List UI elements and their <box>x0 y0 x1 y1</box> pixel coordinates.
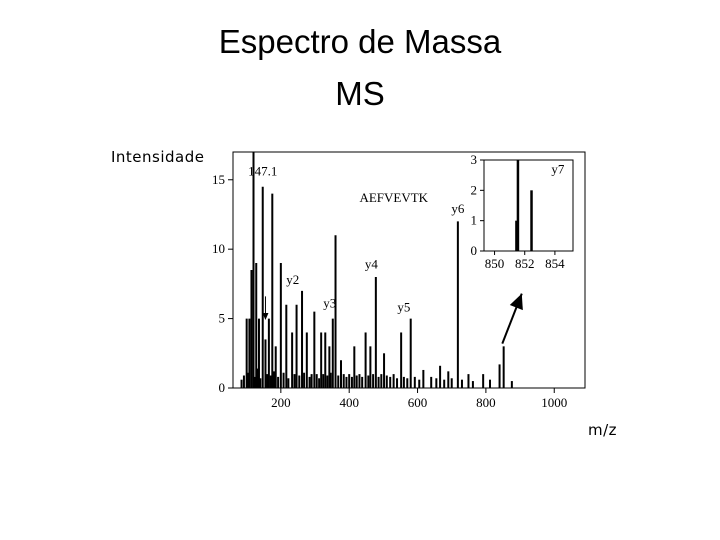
inset-x-tick-label: 850 <box>485 256 505 271</box>
inset-annotation: y7 <box>551 162 565 177</box>
y-tick-label: 5 <box>219 311 226 326</box>
main-peaks <box>240 152 513 388</box>
inset-plot-frame <box>483 159 574 252</box>
peak-annotation: y4 <box>365 257 379 272</box>
inset-y-tick-label: 3 <box>471 152 478 167</box>
x-tick-label: 200 <box>271 395 291 410</box>
main-plot-frame <box>232 151 586 389</box>
y-axis-label: Intensidade <box>111 148 205 166</box>
x-tick-label: 600 <box>408 395 428 410</box>
y-tick-label: 0 <box>219 380 226 395</box>
peak-annotation: 147.1 <box>248 164 277 179</box>
peak-annotation: y3 <box>323 295 336 310</box>
x-tick-label: 1000 <box>541 395 567 410</box>
peak-annotation: y5 <box>397 300 410 315</box>
x-axis-label: m/z <box>588 421 618 439</box>
slide-subtitle: MS <box>335 75 385 112</box>
y-tick-label: 10 <box>212 241 225 256</box>
slide-title: Espectro de Massa <box>218 23 502 60</box>
inset-chart: 850 852 854 0 1 2 3 y7 <box>471 152 574 271</box>
inset-x-tick-label: 854 <box>545 256 565 271</box>
inset-y-tick-label: 2 <box>471 182 478 197</box>
y-tick-label: 15 <box>212 172 225 187</box>
main-labels: AEFVEVTK 147.1 y2 y3 y4 y5 y6 <box>248 164 465 315</box>
sequence-label: AEFVEVTK <box>359 190 428 205</box>
inset-y-tick-label: 0 <box>471 243 478 258</box>
small-arrow-head <box>262 313 269 320</box>
inset-arrow-head <box>509 293 523 311</box>
peak-annotation: y6 <box>451 201 465 216</box>
x-tick-label: 800 <box>476 395 496 410</box>
x-tick-label: 400 <box>339 395 359 410</box>
peak-annotation: y2 <box>286 272 299 287</box>
arrows <box>262 293 523 344</box>
inset-y-tick-label: 1 <box>471 213 478 228</box>
inset-x-tick-label: 852 <box>515 256 535 271</box>
